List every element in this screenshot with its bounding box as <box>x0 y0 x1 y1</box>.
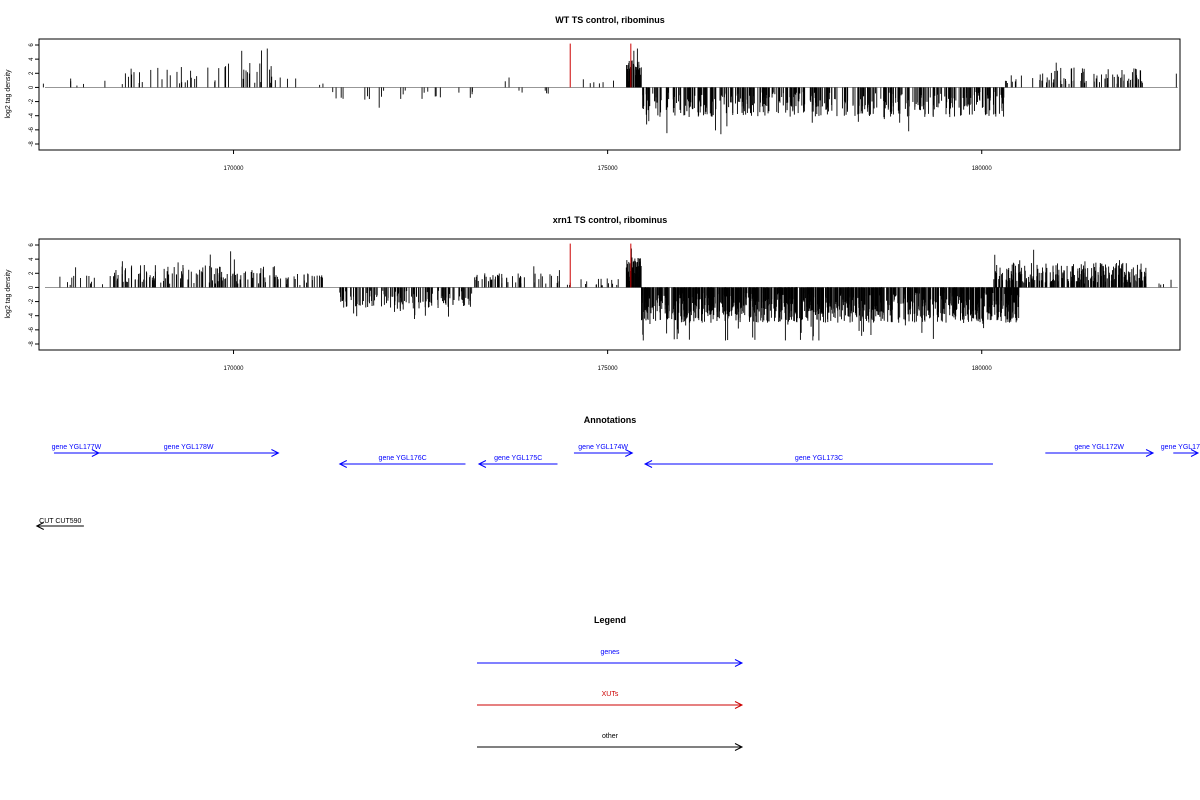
y-tick-label: 0 <box>29 85 35 89</box>
legend-items: genes XUTs other <box>477 649 744 751</box>
legend-arrow <box>477 743 744 751</box>
y-tick-label: 4 <box>29 257 35 261</box>
y-tick-label: -4 <box>29 312 35 318</box>
gene-label: gene YGL174W <box>578 444 628 451</box>
other-arrows: CUT CUT590 <box>35 518 84 530</box>
y-axis: 6 4 2 0 -2 -4 -6 -8 <box>29 243 39 347</box>
xut-highlights <box>569 43 632 88</box>
y-tick-label: 2 <box>29 71 35 75</box>
gene-arrows: gene YGL177W gene YGL178W gene YGL176C gene… <box>52 444 1200 468</box>
gene-label: gene YGL175C <box>494 455 542 462</box>
gene-label: gene YGL176C <box>379 455 427 462</box>
x-tick-label: 175000 <box>598 166 619 172</box>
legend-label: genes <box>600 649 620 656</box>
xut-highlights <box>569 243 632 288</box>
gene-label: gene YGL177W <box>52 444 102 451</box>
arrow-head-icon <box>734 743 744 751</box>
arrow-head-icon <box>643 460 653 468</box>
y-tick-label: -2 <box>29 98 35 104</box>
y-tick-label: -8 <box>29 141 35 147</box>
gene-label: gene YGL172W <box>1074 444 1124 451</box>
y-tick-label: 0 <box>29 285 35 289</box>
y-tick-label: -6 <box>29 127 35 133</box>
y-tick-label: -8 <box>29 341 35 347</box>
plot-frame <box>38 38 1181 151</box>
x-axis: 170000 175000 180000 <box>224 350 993 372</box>
arrow-head-icon <box>477 460 487 468</box>
gene-arrow <box>98 449 280 457</box>
annotations-title: Annotations <box>584 415 637 425</box>
track-panel-xrn1: xrn1 TS control, ribominus log2 tag dens… <box>5 215 1181 372</box>
other-label: CUT CUT590 <box>39 518 81 525</box>
gene-arrow <box>1173 449 1200 457</box>
arrow-head-icon <box>1190 449 1200 457</box>
arrow-head-icon <box>734 659 744 667</box>
gene-label: gene YGL178W <box>164 444 214 451</box>
gene-arrow <box>338 460 466 468</box>
legend-arrow <box>477 701 744 709</box>
y-tick-label: 6 <box>29 43 35 47</box>
other-arrow <box>35 522 84 530</box>
y-tick-label: -2 <box>29 298 35 304</box>
y-tick-label: 6 <box>29 243 35 247</box>
annotations-section: Annotations gene YGL177W gene YGL178Wgene… <box>35 415 1200 530</box>
arrow-head-icon <box>625 449 634 457</box>
arrow-head-icon <box>91 449 100 457</box>
arrow-head-icon <box>338 460 347 468</box>
x-tick-label: 180000 <box>972 366 993 372</box>
x-tick-label: 170000 <box>224 366 245 372</box>
gene-arrow <box>573 449 634 457</box>
gene-label: gene YGL173C <box>795 455 843 462</box>
signal-bars <box>59 248 1172 341</box>
gene-arrow <box>53 449 100 457</box>
y-tick-label: -4 <box>29 112 35 118</box>
legend-arrow <box>477 659 744 667</box>
y-axis: 6 4 2 0 -2 -4 -6 -8 <box>29 43 39 147</box>
y-tick-label: -6 <box>29 327 35 333</box>
track-panel-wt: WT TS control, ribominus log2 tag densit… <box>5 15 1181 172</box>
legend: Legend genes XUTs other <box>477 615 744 751</box>
x-tick-label: 170000 <box>224 166 245 172</box>
gene-arrow <box>477 460 558 468</box>
gene-arrow <box>643 460 993 468</box>
gene-label: gene YGL171W <box>1161 444 1200 451</box>
arrow-head-icon <box>35 522 44 530</box>
gene-arrow <box>1045 449 1155 457</box>
legend-label: XUTs <box>602 691 619 698</box>
legend-title: Legend <box>594 615 626 625</box>
y-tick-label: 4 <box>29 57 35 61</box>
arrow-head-icon <box>734 701 744 709</box>
arrow-head-icon <box>271 449 280 457</box>
x-axis: 170000 175000 180000 <box>224 150 993 172</box>
y-axis-label: log2 tag density <box>5 269 12 319</box>
panel-title: WT TS control, ribominus <box>555 15 665 25</box>
x-tick-label: 175000 <box>598 366 619 372</box>
panel-title: xrn1 TS control, ribominus <box>553 215 668 225</box>
y-axis-label: log2 tag density <box>5 69 12 119</box>
x-tick-label: 180000 <box>972 166 993 172</box>
plot-frame <box>38 238 1181 351</box>
y-tick-label: 2 <box>29 271 35 275</box>
legend-label: other <box>602 733 619 740</box>
arrow-head-icon <box>1145 449 1155 457</box>
signal-bars <box>42 48 1177 135</box>
